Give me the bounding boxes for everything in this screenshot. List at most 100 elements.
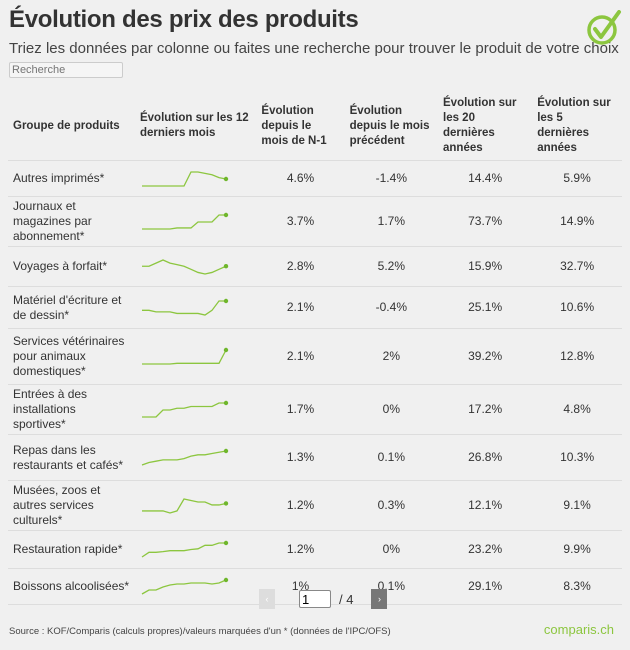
search-input[interactable] — [9, 62, 123, 78]
sparkline — [141, 347, 229, 365]
sparkline-last-point — [223, 212, 229, 217]
product-name: Matériel d'écriture et de dessin* — [8, 286, 135, 329]
sparkline-cell — [134, 286, 257, 329]
table-row: Services vétérinaires pour animaux domes… — [8, 328, 622, 385]
product-name: Repas dans les restaurants et cafés* — [8, 434, 135, 481]
value-y20: 39.2% — [438, 328, 533, 385]
sparkline — [141, 170, 229, 187]
value-n1: 1.2% — [256, 530, 345, 569]
value-y5: 32.7% — [532, 246, 622, 287]
table-row: Autres imprimés* 4.6% -1.4% 14.4% 5.9% — [8, 160, 622, 197]
sparkline — [141, 448, 229, 466]
sparkline — [141, 540, 229, 558]
product-name: Autres imprimés* — [8, 160, 135, 197]
check-circle-icon — [587, 10, 621, 45]
value-y20: 17.2% — [438, 384, 533, 435]
pagination: ‹ / 4 › — [259, 589, 388, 609]
value-prev: 1.7% — [344, 196, 438, 247]
sparkline-line — [141, 541, 226, 558]
product-name: Services vétérinaires pour animaux domes… — [8, 328, 135, 385]
table-row: Entrées à des installations sportives* 1.… — [8, 384, 622, 435]
value-y20: 25.1% — [438, 286, 533, 329]
column-header[interactable]: Évolution sur les 20 dernières années — [438, 92, 533, 161]
value-n1: 2.1% — [256, 286, 345, 329]
sparkline-line — [141, 578, 227, 595]
table-row: Repas dans les restaurants et cafés* 1.3%… — [8, 434, 622, 481]
sparkline — [141, 258, 229, 275]
page-subtitle: Triez les données par colonne ou faites … — [9, 40, 619, 57]
product-name: Voyages à forfait* — [8, 246, 135, 287]
sparkline-cell — [134, 246, 257, 287]
value-y20: 29.1% — [438, 568, 533, 605]
sparkline-line — [141, 258, 227, 275]
sparkline-cell — [134, 328, 257, 385]
value-y20: 23.2% — [438, 530, 533, 569]
sparkline — [141, 298, 229, 316]
table-row: Voyages à forfait* 2.8% 5.2% 15.9% 32.7% — [8, 246, 622, 287]
column-header[interactable]: Évolution depuis le mois précédent — [344, 92, 438, 161]
sparkline — [141, 212, 229, 230]
product-name: Restauration rapide* — [8, 530, 135, 569]
value-y5: 8.3% — [532, 568, 622, 605]
sparkline-last-point — [223, 176, 229, 181]
sparkline-last-point — [223, 577, 229, 582]
sparkline-last-point — [223, 298, 229, 303]
sparkline-last-point — [223, 263, 229, 268]
sparkline-cell — [134, 568, 257, 605]
sparkline-cell — [134, 384, 257, 435]
product-name: Journaux et magazines par abonnement* — [8, 196, 135, 247]
value-n1: 2.8% — [256, 246, 345, 287]
sparkline-cell — [134, 480, 257, 531]
sparkline-cell — [134, 434, 257, 481]
table-row: Musées, zoos et autres services culturel… — [8, 480, 622, 531]
column-header[interactable]: Évolution depuis le mois de N-1 — [256, 92, 345, 161]
value-prev: -1.4% — [344, 160, 438, 197]
value-y5: 5.9% — [532, 160, 622, 197]
product-name: Musées, zoos et autres services culturel… — [8, 480, 135, 531]
sparkline-last-point — [223, 540, 229, 545]
value-y5: 10.3% — [532, 434, 622, 481]
prev-page-button[interactable]: ‹ — [259, 589, 275, 609]
value-prev: 0.1% — [344, 434, 438, 481]
value-prev: 0% — [344, 384, 438, 435]
sparkline-cell — [134, 196, 257, 247]
value-y5: 10.6% — [532, 286, 622, 329]
brand-logo[interactable]: comparis.ch — [543, 622, 614, 637]
value-prev: 0% — [344, 530, 438, 569]
value-n1: 1.2% — [256, 480, 345, 531]
value-n1: 1.7% — [256, 384, 345, 435]
value-y20: 12.1% — [438, 480, 533, 531]
sparkline-line — [141, 213, 226, 230]
value-prev: 0.3% — [344, 480, 438, 531]
sparkline-line — [141, 299, 226, 316]
value-y20: 26.8% — [438, 434, 533, 481]
sparkline-line — [141, 170, 227, 187]
sparkline — [141, 497, 229, 514]
product-name: Entrées à des installations sportives* — [8, 384, 135, 435]
sparkline-line — [141, 401, 226, 418]
value-y5: 9.1% — [532, 480, 622, 531]
sparkline-last-point — [223, 347, 229, 352]
value-y5: 12.8% — [532, 328, 622, 385]
product-name: Boissons alcoolisées* — [8, 568, 135, 605]
value-n1: 3.7% — [256, 196, 345, 247]
value-y5: 14.9% — [532, 196, 622, 247]
value-y20: 73.7% — [438, 196, 533, 247]
sparkline-last-point — [223, 448, 229, 453]
table-row: Restauration rapide* 1.2% 0% 23.2% 9.9% — [8, 530, 622, 569]
column-header[interactable]: Évolution sur les 12 derniers mois — [134, 92, 257, 161]
sparkline-cell — [134, 160, 257, 197]
sparkline-line — [141, 497, 227, 514]
sparkline-last-point — [223, 500, 229, 506]
page-number-input[interactable] — [299, 590, 331, 608]
value-n1: 4.6% — [256, 160, 345, 197]
value-prev: 2% — [344, 328, 438, 385]
value-y5: 9.9% — [532, 530, 622, 569]
source-note: Source : KOF/Comparis (calculs propres)/… — [9, 626, 391, 637]
next-page-button[interactable]: › — [371, 589, 388, 609]
value-prev: 5.2% — [344, 246, 438, 287]
column-header[interactable]: Évolution sur les 5 dernières années — [532, 92, 622, 161]
value-y5: 4.8% — [532, 384, 622, 435]
value-n1: 1.3% — [256, 434, 345, 481]
column-header[interactable]: Groupe de produits — [8, 92, 135, 161]
